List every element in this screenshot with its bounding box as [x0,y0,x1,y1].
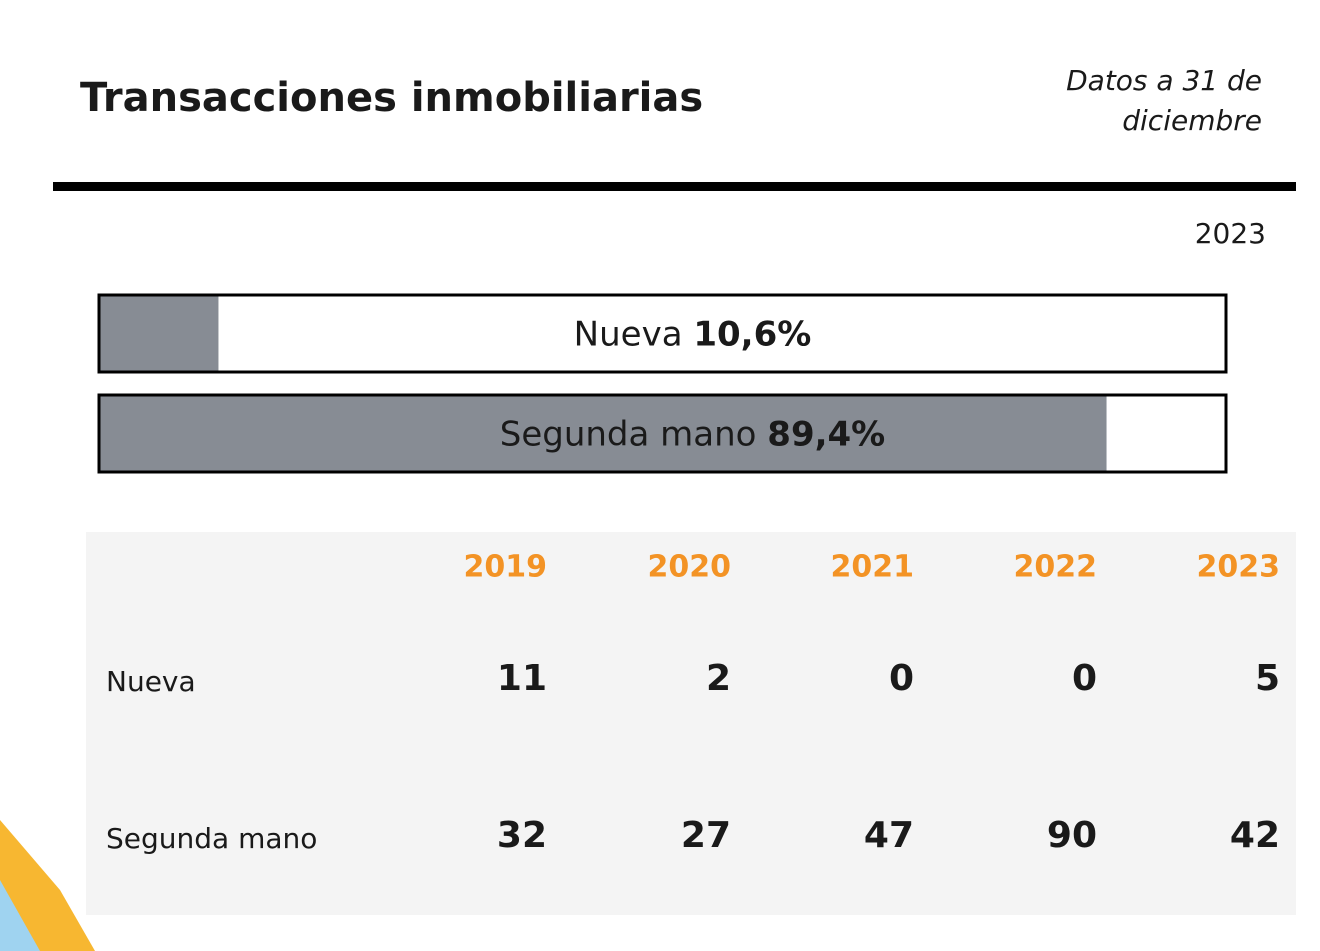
column-header: 2022 [1014,550,1098,585]
decoration [0,880,40,951]
bar-category: Nueva [574,314,683,354]
bars: Nueva 10,6% Segunda mano 89,4% [97,293,1228,474]
divider [53,182,1296,191]
bar-value: 10,6% [693,314,811,354]
note: diciembre [1122,104,1262,137]
row-label: Nueva [106,665,196,698]
cell: 90 [1047,815,1097,856]
column-header: 2019 [464,550,548,585]
bar-category: Segunda mano [500,414,757,454]
column-header: 2023 [1197,550,1281,585]
cell: 27 [681,815,731,856]
bar-frame [97,393,1228,474]
bar [99,295,219,372]
cell: 0 [889,658,914,699]
title: Transacciones inmobiliarias [80,75,703,121]
cell: 11 [497,658,547,699]
cell: 32 [497,815,547,856]
column-header: 2020 [648,550,732,585]
column-header: 2021 [831,550,915,585]
bar [99,395,1107,472]
table: 2019 2020 2021 2022 2023 Nueva 11 2 0 0 5 Segunda m… [106,550,1280,857]
cell: 42 [1230,815,1280,856]
decoration [0,820,95,951]
cell: 47 [864,815,914,856]
note: Datos a 31 de [1066,64,1262,97]
table-background [86,532,1296,915]
bar-label: Segunda mano 89,4% [500,414,886,454]
bar-value: 89,4% [767,414,885,454]
cell: 5 [1255,658,1280,699]
bar-label: Nueva 10,6% [574,314,812,354]
cell: 0 [1072,658,1097,699]
bar-track [99,295,1226,372]
cell: 2 [706,658,731,699]
year: 2023 [1195,217,1266,250]
row-label: Segunda mano [106,822,317,855]
bar-frame [97,293,1228,374]
